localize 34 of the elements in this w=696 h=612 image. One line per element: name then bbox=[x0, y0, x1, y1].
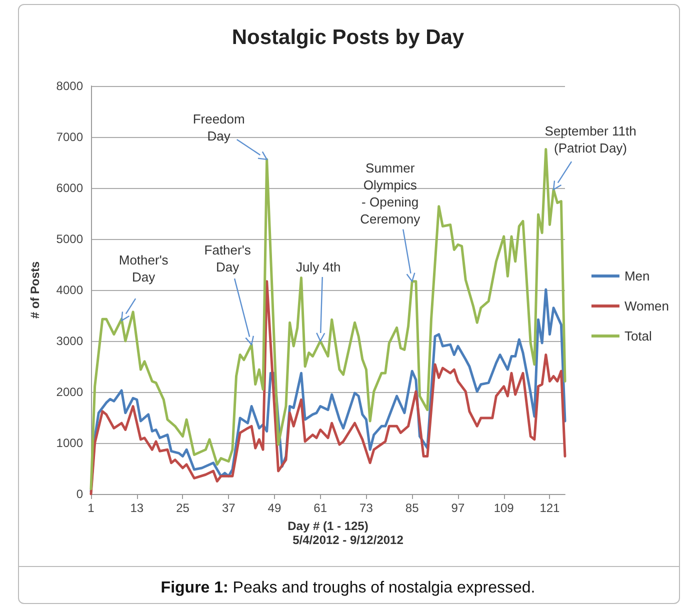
x-tick-label: 49 bbox=[268, 501, 282, 515]
annotation: Father's Day bbox=[204, 242, 252, 275]
y-tick-label: 0 bbox=[76, 487, 84, 501]
y-tick-label: 1000 bbox=[56, 436, 84, 450]
x-tick-label: 37 bbox=[222, 501, 236, 515]
x-tick-label: 73 bbox=[360, 501, 374, 515]
annotation: Mother's Day bbox=[118, 252, 169, 285]
x-tick-label: 97 bbox=[451, 501, 465, 515]
caption: Figure 1: Peaks and troughs of nostalgia expressed. bbox=[160, 580, 536, 596]
x-tick-label: 61 bbox=[314, 501, 328, 515]
annotation: July 4th bbox=[296, 260, 341, 274]
x-tick-label: 13 bbox=[130, 501, 144, 515]
y-tick-label: 7000 bbox=[56, 130, 84, 144]
legend-label: Total bbox=[624, 328, 652, 344]
x-tick-label: 25 bbox=[176, 501, 190, 515]
chart-title: Nostalgic Posts by Day bbox=[232, 26, 464, 49]
annotation: Summer Olympics - Opening Ceremony bbox=[360, 160, 421, 226]
x-tick-label: 121 bbox=[540, 501, 560, 515]
x-tick-label: 1 bbox=[88, 501, 95, 515]
legend-label: Men bbox=[624, 268, 650, 284]
x-axis-title: Day # (1 - 125) bbox=[288, 519, 368, 533]
y-tick-label: 6000 bbox=[56, 181, 84, 195]
x-tick-label: 109 bbox=[494, 501, 514, 515]
y-tick-label: 2000 bbox=[56, 385, 84, 399]
legend-label: Women bbox=[624, 298, 670, 314]
annotation: September 11th (Patriot Day) bbox=[544, 124, 636, 156]
y-tick-label: 4000 bbox=[56, 283, 84, 297]
y-tick-label: 5000 bbox=[56, 232, 84, 246]
y-axis-title: # of Posts bbox=[28, 261, 42, 319]
x-tick-label: 85 bbox=[405, 501, 420, 515]
y-tick-label: 8000 bbox=[56, 79, 84, 93]
annotation: Freedom Day bbox=[192, 111, 245, 144]
text: 5/4/2012 - 9/12/2012 bbox=[292, 533, 404, 547]
y-tick-label: 3000 bbox=[56, 334, 84, 348]
